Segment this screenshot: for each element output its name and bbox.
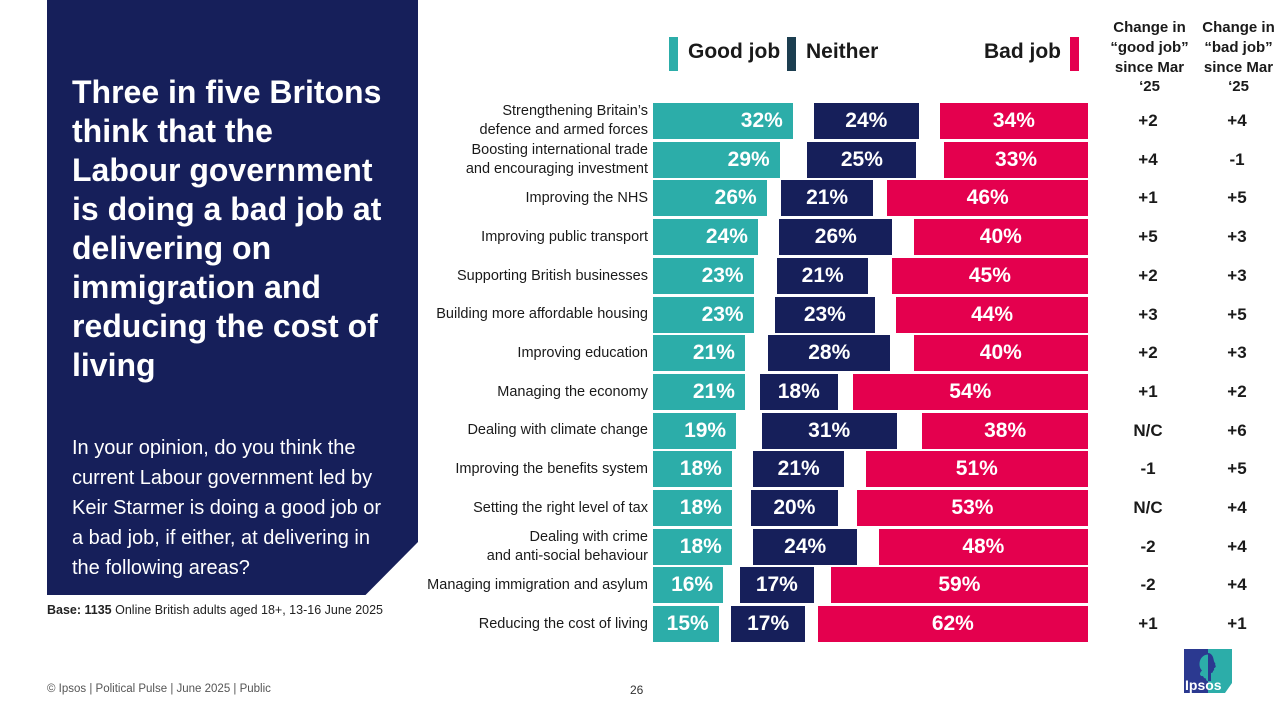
- svg-text:Ipsos: Ipsos: [1185, 677, 1222, 693]
